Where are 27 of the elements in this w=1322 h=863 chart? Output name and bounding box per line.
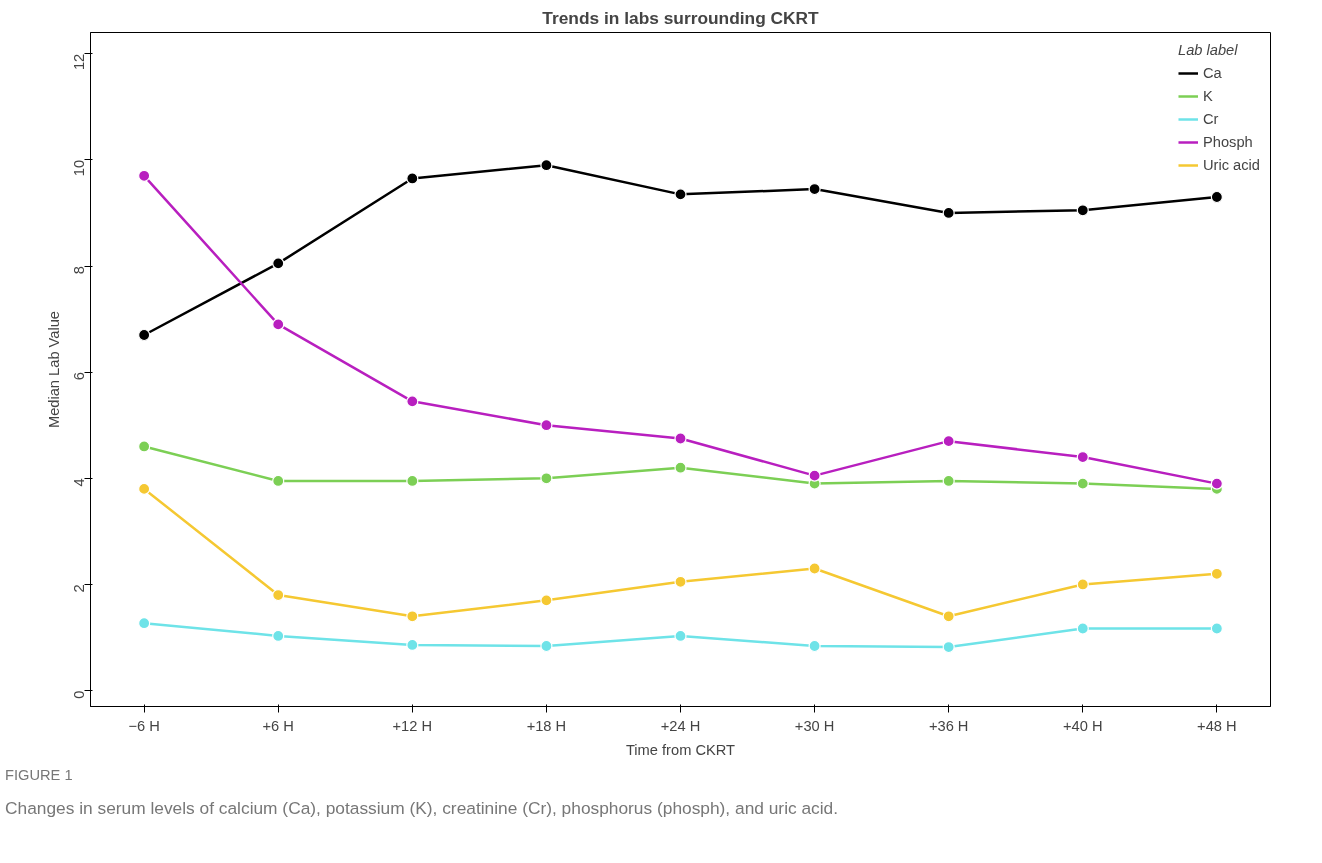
- x-tick-label: +40 H: [1063, 717, 1103, 734]
- y-tick-label: 10: [71, 159, 88, 177]
- y-tick-label: 2: [71, 584, 88, 593]
- y-tick-label: 0: [71, 690, 88, 699]
- y-tick-label: 6: [71, 372, 88, 381]
- x-tick-label: −6 H: [128, 717, 160, 734]
- chart-title: Trends in labs surrounding CKRT: [542, 7, 820, 28]
- x-tick-label: +30 H: [794, 717, 835, 734]
- x-tick-label: +12 H: [392, 717, 433, 734]
- x-tick-label: +24 H: [660, 717, 701, 734]
- x-tick-label: +36 H: [928, 717, 969, 734]
- y-axis-title: Median Lab Value: [45, 310, 62, 429]
- text: Changes in serum levels of calcium (Ca), potassium (K), creatinine (Cr), phosphorus (phosph), and uric acid.: [5, 796, 839, 820]
- x-tick-label: +48 H: [1197, 717, 1237, 734]
- legend-label: Uric acid: [1202, 157, 1260, 173]
- x-tick-label: +6 H: [262, 717, 294, 734]
- y-tick-label: 4: [71, 478, 88, 487]
- legend-title: Lab label: [1177, 42, 1239, 58]
- legend-label: Cr: [1202, 111, 1220, 127]
- legend-label: Ca: [1202, 65, 1223, 81]
- y-tick-label: 8: [71, 266, 88, 275]
- legend-label: K: [1202, 88, 1214, 104]
- x-tick-label: +18 H: [526, 717, 567, 734]
- caption: FIGURE 1: [5, 766, 73, 785]
- y-tick-label: 12: [71, 53, 88, 71]
- legend-label: Phosph: [1202, 134, 1253, 150]
- x-axis-title: Time from CKRT: [625, 741, 736, 758]
